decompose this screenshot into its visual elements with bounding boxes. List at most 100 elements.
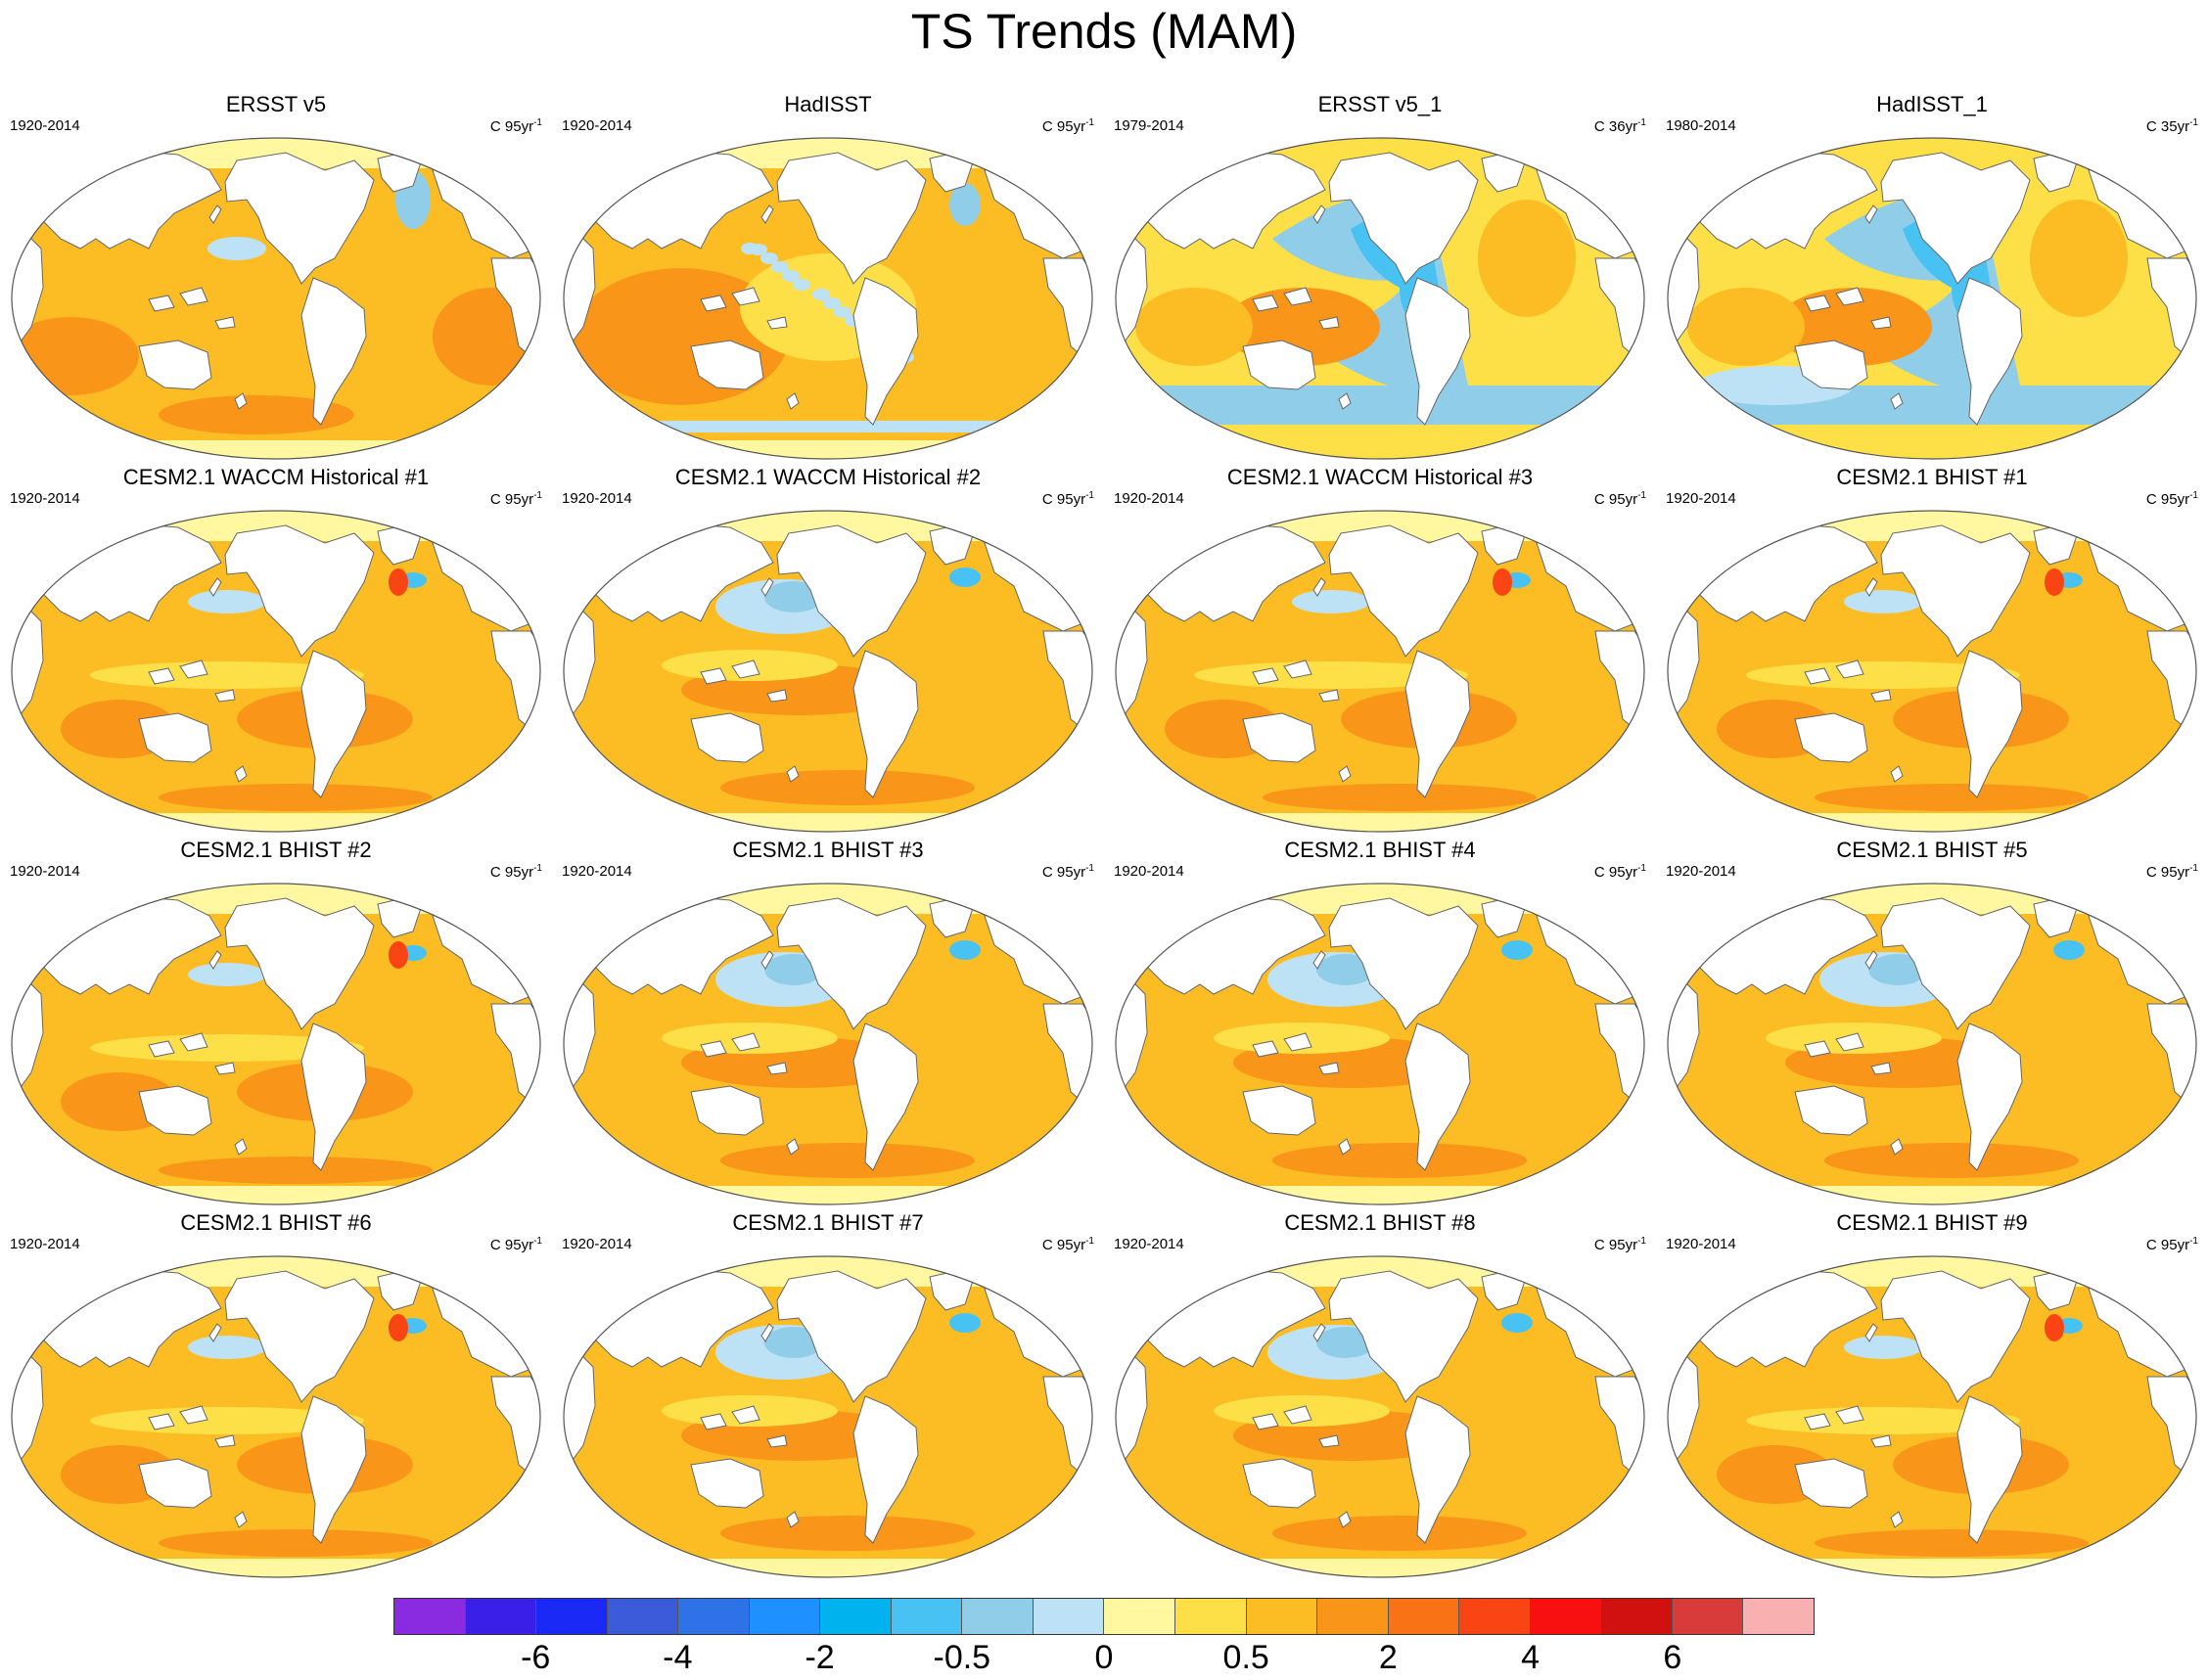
cool-patch-npac xyxy=(188,963,266,986)
land-new-zealand xyxy=(1890,765,1904,783)
world-map xyxy=(1667,137,2197,460)
panel-period: 1920-2014 xyxy=(562,863,632,880)
land-maritime-2 xyxy=(731,1032,760,1052)
land-maritime-3 xyxy=(214,316,236,330)
land-japan xyxy=(1312,577,1326,597)
panel-title: ERSST v5 xyxy=(225,92,327,116)
colorbar-tick-label: -2 xyxy=(805,1639,835,1676)
cool-patch-natl xyxy=(949,940,981,960)
land-new-zealand xyxy=(1890,1138,1904,1156)
world-map xyxy=(563,137,1093,460)
land-north-america xyxy=(776,524,927,658)
land-south-america xyxy=(1404,1395,1471,1544)
panel-units-text: C 95yr xyxy=(489,118,534,135)
land-north-america xyxy=(1328,897,1479,1030)
land-new-zealand xyxy=(1338,1511,1352,1528)
colorbar-box xyxy=(1317,1599,1389,1634)
world-map xyxy=(1115,1255,1645,1578)
land-maritime-2 xyxy=(1283,1032,1312,1052)
cool-patch-natl xyxy=(949,183,981,226)
land-maritime-1 xyxy=(700,1413,727,1430)
world-map xyxy=(1667,883,2197,1205)
panel-period: 1920-2014 xyxy=(1114,490,1184,507)
land-maritime-2 xyxy=(1283,659,1312,679)
land-australia xyxy=(1242,1458,1316,1509)
panel-period: 1979-2014 xyxy=(1114,117,1184,134)
panel-title: ERSST v5_1 xyxy=(1317,92,1443,116)
land-maritime-1 xyxy=(148,295,175,312)
panel-units-text: C 95yr xyxy=(1041,491,1086,508)
land-maritime-3 xyxy=(214,1434,236,1448)
colorbar-box xyxy=(1246,1599,1318,1634)
panel-title: HadISST xyxy=(784,92,872,116)
colorbar-box xyxy=(1672,1599,1744,1634)
land-maritime-1 xyxy=(1804,667,1831,685)
map-outline xyxy=(1115,883,1645,1205)
land-australia xyxy=(1794,1085,1868,1136)
panel-units-exponent: -1 xyxy=(533,117,542,128)
land-japan xyxy=(1864,1323,1878,1342)
land-maritime-3 xyxy=(766,1434,788,1448)
warm-patch-natl xyxy=(2045,1314,2064,1341)
panel-title: CESM2.1 BHIST #4 xyxy=(1284,838,1476,862)
panel-units-text: C 36yr xyxy=(1593,118,1638,135)
colorbar-box xyxy=(1175,1599,1247,1634)
panel-units-text: C 95yr xyxy=(489,864,534,881)
map-outline xyxy=(1667,137,2197,460)
land-new-zealand xyxy=(786,1138,800,1156)
land-maritime-3 xyxy=(766,689,788,703)
land-new-zealand xyxy=(234,765,248,783)
panel-units-exponent: -1 xyxy=(2189,1236,2198,1247)
land-south-america xyxy=(300,650,367,798)
map-panel: CESM2.1 BHIST #5 1920-2014 C 95yr-1 xyxy=(1658,838,2206,1209)
land-maritime-3 xyxy=(214,1062,236,1075)
colorbar-box xyxy=(962,1599,1034,1634)
ocean-field xyxy=(1116,884,1644,1204)
land-maritime-2 xyxy=(1835,1032,1864,1052)
warm-patch-south xyxy=(1272,1143,1527,1178)
warm-patch-south xyxy=(720,770,975,805)
land-south-america xyxy=(852,1395,919,1544)
panel-units-text: C 95yr xyxy=(1041,1237,1086,1253)
land-south-america xyxy=(1956,1395,2023,1544)
panel-period: 1920-2014 xyxy=(1114,1236,1184,1252)
panel-units: C 95yr-1 xyxy=(490,1230,542,1257)
land-north-america xyxy=(1880,897,2031,1030)
ocean-field xyxy=(564,884,1092,1204)
land-new-zealand xyxy=(786,1511,800,1528)
map-outline xyxy=(1115,1255,1645,1578)
map-panel: CESM2.1 WACCM Historical #1 1920-2014 C 95… xyxy=(2,465,550,837)
panel-period: 1920-2014 xyxy=(10,863,80,880)
cool-speck xyxy=(834,306,851,318)
world-map xyxy=(1115,883,1645,1205)
ocean-field xyxy=(1116,511,1644,832)
map-panel: ERSST v5_1 1979-2014 C 36yr-1 xyxy=(1106,92,1654,464)
colorbar-box xyxy=(394,1599,466,1634)
colorbar-box xyxy=(678,1599,750,1634)
cool-patch-npac xyxy=(207,237,266,260)
land-south-america xyxy=(852,650,919,798)
ocean-field xyxy=(1116,138,1644,459)
warm-patch-pacific xyxy=(159,395,354,434)
ocean-field xyxy=(564,511,1092,832)
southern-band xyxy=(1116,1559,1644,1577)
cool-patch-npac xyxy=(1292,590,1370,613)
land-maritime-3 xyxy=(766,316,788,330)
colorbar-box xyxy=(1104,1599,1176,1634)
world-map xyxy=(563,1255,1093,1578)
land-maritime-1 xyxy=(700,295,727,312)
panel-title: CESM2.1 BHIST #2 xyxy=(180,838,372,862)
panel-title: CESM2.1 BHIST #7 xyxy=(732,1210,924,1235)
panel-units-exponent: -1 xyxy=(2189,490,2198,501)
panel-units: C 95yr-1 xyxy=(490,484,542,512)
panel-units: C 95yr-1 xyxy=(1042,857,1094,885)
panel-units-exponent: -1 xyxy=(533,863,542,874)
panel-period: 1920-2014 xyxy=(562,117,632,134)
map-outline xyxy=(11,883,541,1205)
land-maritime-3 xyxy=(1318,1062,1340,1075)
panel-units-exponent: -1 xyxy=(1637,863,1646,874)
land-maritime-2 xyxy=(179,659,208,679)
land-maritime-2 xyxy=(1835,287,1864,306)
map-outline xyxy=(563,510,1093,833)
land-australia xyxy=(1242,712,1316,763)
